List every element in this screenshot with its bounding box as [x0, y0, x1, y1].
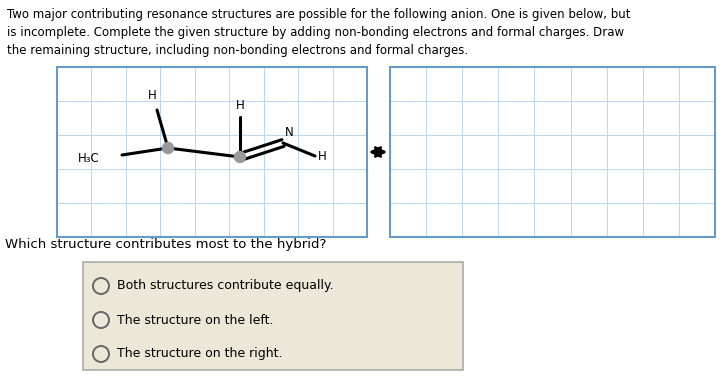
Text: H: H	[318, 150, 327, 162]
Bar	[57, 67, 367, 237]
Circle shape	[163, 143, 174, 153]
Text: N: N	[285, 126, 294, 139]
Text: Which structure contributes most to the hybrid?: Which structure contributes most to the …	[5, 238, 326, 251]
Text: Both structures contribute equally.: Both structures contribute equally.	[117, 279, 333, 293]
Text: Two major contributing resonance structures are possible for the following anion: Two major contributing resonance structu…	[7, 8, 630, 57]
Text: The structure on the left.: The structure on the left.	[117, 314, 273, 326]
Text: H: H	[147, 89, 156, 102]
Text: H₃C: H₃C	[78, 152, 100, 164]
Text: H: H	[236, 99, 244, 112]
Circle shape	[234, 152, 246, 162]
Text: The structure on the right.: The structure on the right.	[117, 348, 283, 360]
Bar	[390, 67, 715, 237]
Bar	[83, 262, 463, 370]
